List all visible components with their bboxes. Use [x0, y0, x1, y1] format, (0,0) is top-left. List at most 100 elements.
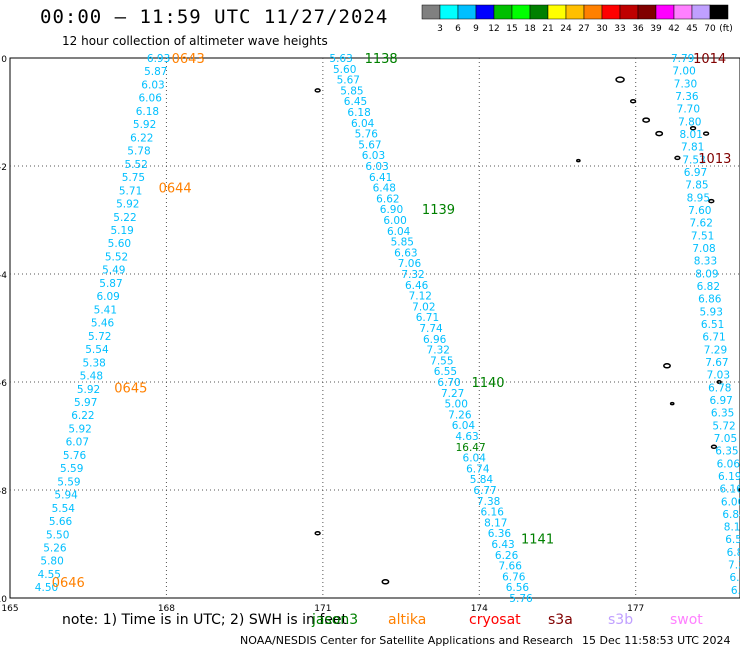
swh-value-jason3: 7.02	[412, 301, 435, 313]
swh-value-jason3: 8.17	[484, 517, 507, 529]
swh-value-s3a: 7.67	[705, 357, 728, 369]
swh-value-altika: 6.93	[147, 53, 170, 65]
swh-value-s3a: 6.35	[711, 408, 734, 420]
colorbar-tick-label: 36	[632, 24, 644, 34]
legend-mission-altika: altika	[388, 612, 427, 628]
island-outline	[689, 125, 697, 131]
swh-value-altika: 5.75	[122, 172, 145, 184]
y-tick-label: -4	[0, 271, 7, 281]
swh-value-altika: 5.49	[102, 265, 125, 277]
swh-value-s3a: 7.00	[672, 66, 695, 78]
swh-value-jason3: 5.67	[337, 75, 360, 87]
chart-title: 00:00 — 11:59 UTC 11/27/2024	[40, 6, 389, 28]
colorbar-swatch	[619, 4, 639, 20]
swh-value-jason3: 6.16	[481, 507, 505, 519]
swh-value-jason3: 5.63	[329, 53, 352, 65]
x-tick-label: 171	[314, 604, 331, 614]
swh-value-s3a: 6.06	[717, 458, 740, 470]
colorbar-tick-label: 12	[488, 24, 499, 34]
time-label-altika: 0646	[52, 576, 85, 591]
swh-value-altika: 5.19	[110, 225, 133, 237]
colorbar-tick-label: 3	[437, 24, 443, 34]
colorbar-swatch	[709, 4, 729, 20]
swh-value-jason3: 6.18	[347, 107, 370, 119]
time-label-s3a: 1013	[698, 152, 731, 167]
swh-value-s3a: 7.30	[674, 78, 697, 90]
swh-value-s3a: 6.97	[709, 395, 732, 407]
swh-value-jason3: 6.04	[452, 420, 476, 432]
swh-value-jason3: 6.63	[394, 247, 417, 259]
swh-value-jason3: 6.03	[365, 161, 388, 173]
y-tick-label: -2	[0, 163, 7, 173]
swh-value-s3a: 7.36	[675, 91, 699, 103]
swh-value-altika: 6.06	[139, 93, 163, 105]
swh-value-jason3: 7.66	[499, 561, 523, 573]
swh-value-altika: 5.92	[77, 384, 100, 396]
swh-value-jason3: 5.85	[391, 237, 414, 249]
island-outline	[710, 444, 718, 450]
swh-value-s3a: 6.84	[722, 509, 740, 521]
colorbar-tick-label: 21	[542, 24, 553, 34]
swh-value-jason3: 6.04	[463, 453, 487, 465]
swh-value-jason3: 5.60	[333, 64, 356, 76]
swh-value-altika: 6.03	[141, 79, 164, 91]
island-outline	[629, 98, 637, 104]
island-outline	[669, 401, 675, 406]
swh-value-jason3: 7.74	[419, 323, 443, 335]
swh-value-s3a: 8.33	[694, 256, 717, 268]
swh-value-jason3: 7.27	[441, 388, 464, 400]
island-outline	[674, 155, 681, 161]
swh-value-s3a: 7.53	[682, 154, 705, 166]
swh-value-altika: 5.76	[63, 450, 87, 462]
swh-value-altika: 5.59	[60, 463, 83, 475]
swh-value-altika: 5.92	[133, 119, 156, 131]
colorbar-tick-label: 39	[650, 24, 662, 34]
swh-value-s3a: 6.19	[718, 471, 740, 483]
time-label-jason3: 1139	[422, 203, 455, 218]
swh-value-jason3: 6.26	[495, 550, 519, 562]
swh-value-jason3: 6.36	[488, 528, 512, 540]
swh-value-jason3: 4.63	[455, 431, 478, 443]
y-tick-label: -6	[0, 379, 7, 389]
swh-value-altika: 5.92	[68, 423, 91, 435]
swh-value-jason3: 7.32	[427, 345, 450, 357]
swh-value-s3a: 7.79	[671, 53, 694, 65]
colorbar-swatch	[637, 4, 657, 20]
swh-value-jason3: 6.48	[373, 183, 396, 195]
island-outline	[663, 363, 671, 369]
chart-subtitle: 12 hour collection of altimeter wave hei…	[62, 34, 328, 48]
swh-value-altika: 5.54	[85, 344, 109, 356]
swh-value-s3a: 5.93	[700, 306, 723, 318]
island-outline	[314, 530, 321, 536]
colorbar-swatch	[565, 4, 585, 20]
swh-value-s3a: 8.09	[695, 268, 718, 280]
swh-value-jason3: 6.90	[380, 204, 403, 216]
colorbar-swatch	[421, 4, 441, 20]
swh-value-s3a: 8.19	[724, 522, 740, 534]
island-outline	[655, 130, 664, 137]
colorbar-swatch	[457, 4, 477, 20]
colorbar-tick-label: 27	[578, 24, 589, 34]
swh-value-jason3: 6.62	[376, 193, 399, 205]
y-tick-label: 0	[1, 55, 7, 65]
time-label-jason3: 1138	[365, 52, 398, 67]
swh-value-s3a: 6.82	[697, 281, 720, 293]
swh-value-altika: 5.50	[46, 529, 69, 541]
swh-value-altika: 4.55	[38, 569, 61, 581]
x-tick-label: 174	[471, 604, 488, 614]
swh-value-jason3: 16.47	[456, 442, 486, 454]
time-label-jason3: 1140	[471, 376, 504, 391]
swh-value-jason3: 5.85	[340, 85, 363, 97]
swh-value-altika: 6.09	[96, 291, 119, 303]
swh-value-s3a: 6.57	[725, 534, 740, 546]
plot-frame	[9, 57, 740, 599]
colorbar-unit: (ft)	[719, 24, 733, 34]
swh-value-altika: 6.22	[71, 410, 94, 422]
swh-value-altika: 5.38	[82, 357, 105, 369]
colorbar-tick-label: 18	[524, 24, 536, 34]
swh-value-altika: 5.71	[119, 185, 142, 197]
swh-value-s3a: 7.85	[685, 180, 708, 192]
colorbar-tick-label: 70	[704, 24, 716, 34]
swh-value-s3a: 8.01	[680, 129, 703, 141]
